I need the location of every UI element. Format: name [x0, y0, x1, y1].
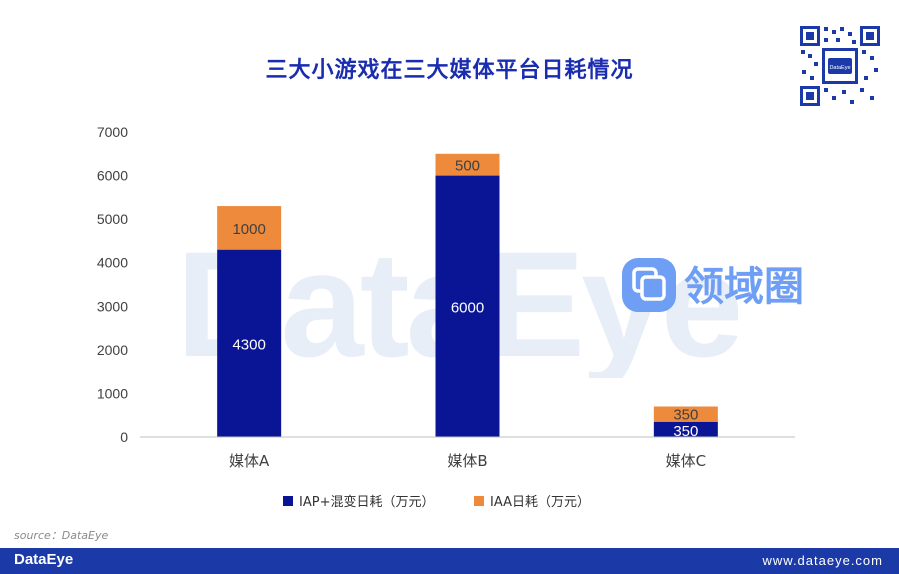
- data-label: 500: [455, 158, 480, 175]
- source-note: source：DataEye: [14, 529, 109, 542]
- footer-url: www.dataeye.com: [762, 553, 883, 568]
- x-tick-label: 媒体B: [447, 452, 487, 470]
- y-tick-label: 4000: [97, 255, 128, 271]
- badge-text: 领域圈: [684, 264, 804, 310]
- y-tick-label: 5000: [97, 211, 128, 227]
- bar-segment: [653, 421, 718, 437]
- y-axis: 0 1000 2000 3000 4000 5000 6000 7000: [97, 124, 128, 445]
- legend-label-iaa: IAA日耗（万元）: [490, 495, 590, 510]
- legend-item-iaa: IAA日耗（万元）: [474, 491, 590, 510]
- y-tick-label: 7000: [97, 124, 128, 140]
- bar-segment: [217, 249, 282, 437]
- legend-item-iap: IAP+混变日耗（万元）: [283, 491, 434, 510]
- y-tick-label: 6000: [97, 168, 128, 184]
- data-label: 350: [673, 407, 698, 424]
- y-tick-label: 3000: [97, 298, 128, 314]
- qr-code-icon: DataEye: [798, 24, 882, 108]
- qr-logo-label: DataEye: [829, 65, 850, 71]
- y-tick-label: 2000: [97, 342, 128, 358]
- footer-bar: DataEye www.dataeye.com: [0, 548, 899, 574]
- bar-segment: [435, 153, 500, 176]
- bar-segment: [653, 406, 718, 422]
- data-label: 4300: [232, 336, 265, 353]
- x-axis: 媒体A 媒体B 媒体C: [229, 452, 706, 470]
- y-tick-label: 1000: [97, 385, 128, 401]
- data-label: 6000: [451, 299, 484, 316]
- legend-swatch-iaa: [474, 495, 484, 506]
- legend-swatch-iap: [283, 495, 293, 506]
- y-tick-label: 0: [120, 429, 128, 445]
- x-tick-label: 媒体C: [666, 452, 706, 470]
- x-tick-label: 媒体A: [229, 452, 270, 470]
- bar-segment: [435, 175, 500, 438]
- lingyuquan-badge: 领域圈: [622, 258, 804, 312]
- footer-brand-logo: DataEye: [14, 551, 74, 568]
- data-label: 1000: [232, 221, 265, 238]
- bar-segment: [217, 206, 282, 250]
- data-label: 350: [673, 423, 698, 440]
- legend-label-iap: IAP+混变日耗（万元）: [299, 495, 435, 510]
- chart-title: 三大小游戏在三大媒体平台日耗情况: [265, 58, 634, 83]
